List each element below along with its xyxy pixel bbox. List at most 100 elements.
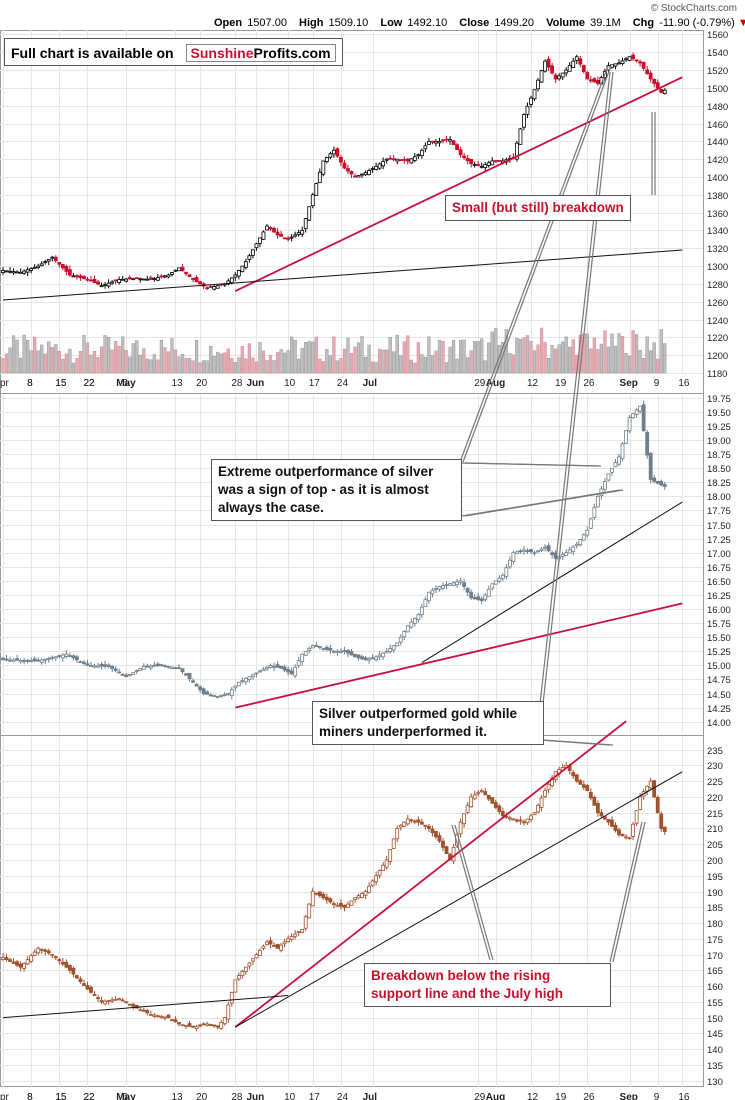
candle-body bbox=[497, 159, 502, 162]
candle-body bbox=[585, 72, 590, 80]
candle-body bbox=[208, 694, 213, 697]
volume-bar bbox=[561, 341, 565, 374]
x-tick-label: 9 bbox=[654, 378, 660, 389]
volume-label: Volume bbox=[546, 17, 586, 29]
candle-body bbox=[233, 979, 238, 993]
candle-body bbox=[427, 140, 431, 145]
x-tick-label: 15 bbox=[55, 1092, 67, 1100]
candle-body bbox=[261, 231, 266, 240]
candle-body bbox=[194, 1025, 199, 1029]
candle-body bbox=[82, 983, 86, 986]
candle-body bbox=[148, 277, 153, 280]
candle-body bbox=[300, 230, 305, 235]
candle-body bbox=[476, 792, 481, 795]
y-tick-label: 17.50 bbox=[707, 521, 731, 532]
candle-body bbox=[247, 962, 252, 967]
candle-body bbox=[507, 817, 512, 820]
candle-body bbox=[560, 554, 565, 557]
volume-bar bbox=[43, 353, 47, 374]
candle-body bbox=[198, 281, 203, 285]
volume-bar bbox=[321, 361, 325, 374]
candle-body bbox=[236, 681, 241, 687]
volume-bar bbox=[346, 337, 350, 374]
candle-body bbox=[159, 275, 164, 278]
candle-body bbox=[15, 658, 19, 661]
candle-body bbox=[134, 277, 139, 280]
candle-body bbox=[522, 549, 526, 552]
volume-bar bbox=[518, 339, 523, 374]
candle-body bbox=[423, 824, 428, 827]
volume-bar bbox=[68, 348, 72, 374]
candle-body bbox=[539, 548, 544, 551]
candle-body bbox=[11, 961, 16, 964]
volume-bar bbox=[603, 330, 607, 374]
candle-body bbox=[184, 1025, 188, 1027]
candle-body bbox=[180, 266, 185, 272]
candle-body bbox=[215, 695, 220, 698]
candle-body bbox=[46, 657, 51, 660]
x-tick-label: Sep bbox=[620, 378, 638, 389]
candle-body bbox=[275, 664, 280, 668]
volume-bar bbox=[254, 361, 259, 374]
candle-body bbox=[240, 970, 245, 976]
candle-body bbox=[342, 904, 347, 908]
y-tick-label: 1520 bbox=[707, 66, 728, 77]
candle-body bbox=[409, 158, 414, 164]
candle-body bbox=[529, 548, 533, 553]
x-tick-label: 16 bbox=[678, 1092, 690, 1100]
candle-body bbox=[437, 140, 442, 144]
candle-body bbox=[384, 650, 389, 654]
candle-body bbox=[180, 1024, 185, 1027]
candle-body bbox=[479, 165, 484, 168]
candle-body bbox=[419, 821, 424, 825]
candle-body bbox=[511, 818, 516, 821]
candle-body bbox=[353, 897, 357, 900]
miners-breakdown-note: Breakdown below the rising support line … bbox=[364, 963, 611, 1007]
candle-body bbox=[539, 70, 544, 83]
candle-body bbox=[57, 262, 62, 265]
candle-body bbox=[631, 413, 635, 419]
candle-body bbox=[36, 265, 41, 269]
candle-body bbox=[159, 664, 164, 667]
candle-body bbox=[571, 546, 576, 552]
candle-body bbox=[349, 651, 354, 656]
volume-bar bbox=[437, 339, 442, 374]
volume-bar bbox=[54, 344, 58, 374]
candle-body bbox=[243, 678, 248, 683]
brand-link[interactable]: SunshineProfits.com bbox=[185, 44, 336, 62]
x-tick-label: 6 bbox=[122, 1092, 128, 1100]
x-tick-label: Jun bbox=[246, 378, 264, 389]
candle-body bbox=[560, 72, 565, 78]
volume-bar bbox=[272, 360, 276, 374]
candle-body bbox=[307, 903, 312, 919]
volume-bar bbox=[367, 344, 371, 374]
y-tick-label: 140 bbox=[707, 1045, 723, 1056]
candle-body bbox=[138, 668, 143, 671]
candle-body bbox=[574, 56, 579, 61]
candle-body bbox=[553, 74, 558, 80]
volume-bar bbox=[311, 341, 315, 374]
y-tick-label: 1420 bbox=[707, 155, 728, 166]
candle-body bbox=[8, 270, 12, 273]
candle-body bbox=[465, 587, 470, 593]
volume-bar bbox=[589, 348, 593, 374]
volume-bar bbox=[444, 362, 449, 374]
candle-body bbox=[272, 228, 276, 233]
volume-bar bbox=[82, 335, 86, 374]
candle-body bbox=[335, 904, 340, 907]
candle-body bbox=[317, 646, 322, 648]
y-tick-label: 17.25 bbox=[707, 535, 731, 546]
candle-body bbox=[64, 653, 69, 657]
candle-body bbox=[363, 891, 368, 896]
candle-body bbox=[391, 645, 396, 651]
candle-body bbox=[303, 916, 308, 929]
volume-bar bbox=[356, 342, 361, 374]
candle-body bbox=[75, 275, 79, 278]
volume-bar bbox=[423, 356, 427, 374]
volume-bar bbox=[89, 354, 93, 374]
y-tick-label: 15.75 bbox=[707, 619, 731, 630]
candle-body bbox=[655, 481, 660, 484]
candle-body bbox=[595, 495, 600, 508]
candle-body bbox=[254, 243, 259, 249]
candle-body bbox=[571, 60, 576, 68]
